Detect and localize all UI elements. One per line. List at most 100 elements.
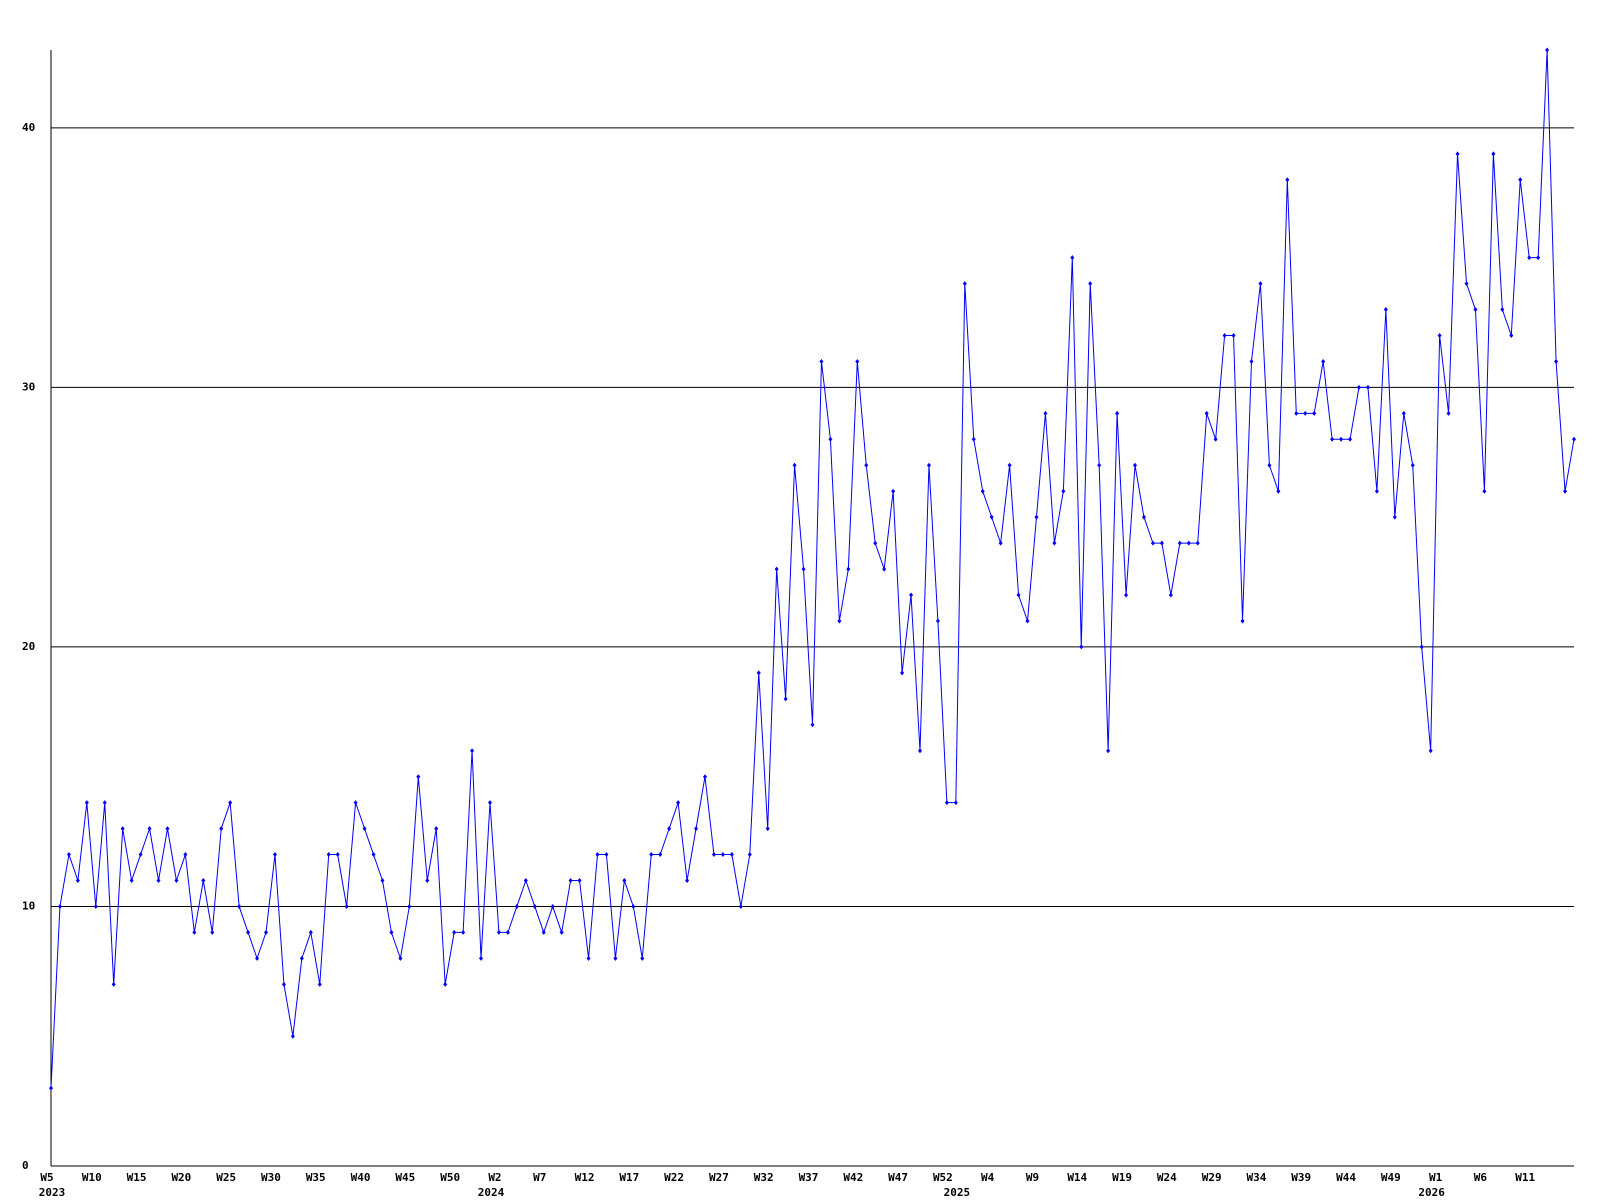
point — [1518, 177, 1523, 183]
point — [1455, 151, 1460, 157]
point — [559, 929, 564, 935]
point — [398, 955, 403, 961]
point — [819, 358, 824, 364]
x-tick-label: W52 — [933, 1171, 953, 1184]
point — [290, 1033, 295, 1039]
x-tick-label: W6 — [1474, 1171, 1488, 1184]
point — [909, 592, 914, 598]
point — [416, 774, 421, 780]
y-tick-label: 20 — [22, 640, 35, 653]
x-tick-label: W22 — [664, 1171, 684, 1184]
y-tick-label: 40 — [22, 121, 35, 134]
point — [828, 436, 833, 442]
point — [1285, 177, 1290, 183]
point — [147, 826, 152, 832]
point — [846, 566, 851, 572]
point — [1213, 436, 1218, 442]
point — [487, 800, 492, 806]
point — [577, 878, 582, 884]
point — [362, 826, 367, 832]
point — [1088, 281, 1093, 287]
x-tick-label: W32 — [754, 1171, 774, 1184]
line — [50, 49, 1575, 1089]
x-tick-label: W19 — [1112, 1171, 1132, 1184]
x-tick-label: W4 — [981, 1171, 995, 1184]
point — [1115, 410, 1120, 416]
point — [926, 462, 931, 468]
point — [1195, 540, 1200, 546]
point — [1437, 332, 1442, 338]
point — [622, 878, 627, 884]
point — [1070, 255, 1075, 261]
point — [1240, 618, 1245, 624]
y-tick-label: 10 — [22, 899, 35, 912]
point — [138, 852, 143, 858]
point — [201, 878, 206, 884]
point — [1168, 592, 1173, 598]
point — [1150, 540, 1155, 546]
point — [156, 878, 161, 884]
point — [1159, 540, 1164, 546]
point — [604, 852, 609, 858]
point — [1106, 748, 1111, 754]
point — [434, 826, 439, 832]
x-tick-label: W44 — [1336, 1171, 1356, 1184]
point — [389, 929, 394, 935]
point — [1464, 281, 1469, 287]
point — [783, 696, 788, 702]
point — [1303, 410, 1308, 416]
point — [640, 955, 645, 961]
point — [1133, 462, 1138, 468]
point — [407, 903, 412, 909]
point — [738, 903, 743, 909]
x-tick-label: W5 — [40, 1171, 53, 1184]
point — [264, 929, 269, 935]
point — [998, 540, 1003, 546]
point — [631, 903, 636, 909]
point — [855, 358, 860, 364]
point — [1231, 332, 1236, 338]
x-tick-label: W12 — [575, 1171, 595, 1184]
point — [183, 852, 188, 858]
x-year-label: 2026 — [1418, 1186, 1445, 1199]
point — [165, 826, 170, 832]
point — [1177, 540, 1182, 546]
point — [272, 852, 277, 858]
point — [1079, 644, 1084, 650]
point — [1007, 462, 1012, 468]
point — [1204, 410, 1209, 416]
x-tick-label: W24 — [1157, 1171, 1177, 1184]
point — [1312, 410, 1317, 416]
point — [237, 903, 242, 909]
point — [1392, 514, 1397, 520]
point — [1383, 307, 1388, 313]
point — [1563, 488, 1568, 494]
point — [873, 540, 878, 546]
point — [541, 929, 546, 935]
point — [496, 929, 501, 935]
point — [1536, 255, 1541, 261]
x-year-label: 2024 — [478, 1186, 505, 1199]
point — [1321, 358, 1326, 364]
point — [335, 852, 340, 858]
point — [1491, 151, 1496, 157]
point — [658, 852, 663, 858]
point — [308, 929, 313, 935]
x-tick-label: W49 — [1381, 1171, 1401, 1184]
point — [425, 878, 430, 884]
point — [317, 981, 322, 987]
point — [111, 981, 116, 987]
x-tick-label: W40 — [351, 1171, 371, 1184]
point — [505, 929, 510, 935]
point — [49, 1085, 53, 1091]
point — [1267, 462, 1272, 468]
point — [1446, 410, 1451, 416]
x-tick-label: W35 — [306, 1171, 326, 1184]
point — [711, 852, 716, 858]
point — [1509, 332, 1514, 338]
point — [246, 929, 251, 935]
point — [550, 903, 555, 909]
x-year-label: 2023 — [39, 1186, 66, 1199]
point — [1365, 384, 1370, 390]
point — [953, 800, 958, 806]
